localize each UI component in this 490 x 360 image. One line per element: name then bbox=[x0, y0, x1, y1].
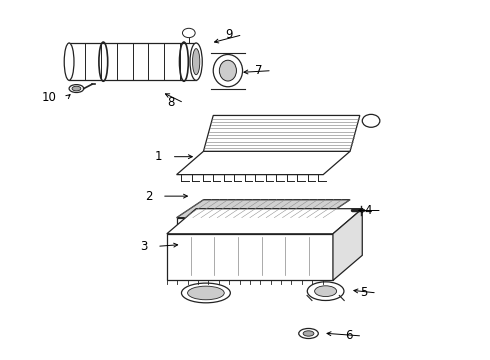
Text: 5: 5 bbox=[360, 287, 367, 300]
Ellipse shape bbox=[307, 282, 344, 301]
Ellipse shape bbox=[213, 54, 243, 87]
Ellipse shape bbox=[64, 43, 74, 80]
Circle shape bbox=[182, 28, 195, 38]
Polygon shape bbox=[167, 209, 362, 234]
Polygon shape bbox=[176, 151, 350, 175]
Text: 1: 1 bbox=[154, 150, 162, 163]
Text: 2: 2 bbox=[145, 190, 152, 203]
Ellipse shape bbox=[193, 49, 200, 75]
Ellipse shape bbox=[190, 43, 202, 80]
Text: 8: 8 bbox=[167, 96, 174, 109]
Text: 10: 10 bbox=[42, 91, 57, 104]
Ellipse shape bbox=[181, 283, 230, 303]
Ellipse shape bbox=[220, 60, 237, 81]
Circle shape bbox=[362, 114, 380, 127]
Polygon shape bbox=[176, 200, 350, 218]
Polygon shape bbox=[333, 209, 362, 280]
Text: 9: 9 bbox=[225, 28, 233, 41]
Ellipse shape bbox=[188, 286, 224, 300]
Ellipse shape bbox=[72, 86, 81, 91]
Text: 3: 3 bbox=[140, 240, 147, 253]
Text: 7: 7 bbox=[255, 64, 262, 77]
Ellipse shape bbox=[299, 328, 318, 338]
Text: 6: 6 bbox=[345, 329, 352, 342]
Ellipse shape bbox=[315, 286, 337, 297]
Text: 4: 4 bbox=[365, 204, 372, 217]
Polygon shape bbox=[176, 218, 323, 226]
Polygon shape bbox=[167, 234, 333, 280]
Ellipse shape bbox=[69, 85, 84, 93]
Ellipse shape bbox=[303, 331, 314, 336]
Polygon shape bbox=[203, 116, 360, 151]
